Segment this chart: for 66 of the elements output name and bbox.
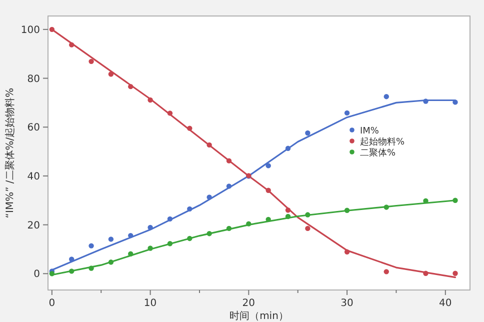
point (344, 249, 350, 255)
point (88, 266, 94, 271)
point (148, 97, 153, 103)
point (187, 236, 192, 242)
point (226, 184, 232, 189)
point (285, 214, 291, 220)
point (266, 188, 271, 193)
x-tick-label: 0 (48, 298, 56, 309)
point (187, 206, 192, 212)
point (206, 230, 212, 236)
point (88, 58, 94, 64)
y-tick-label: 100 (20, 24, 40, 36)
x-tick-label: 10 (144, 298, 157, 309)
legend-label: 二聚体% (360, 148, 396, 158)
point (452, 270, 458, 276)
x-tick-label: 20 (242, 298, 256, 309)
x-tick-label: 40 (439, 298, 452, 309)
point (384, 204, 389, 210)
point (128, 232, 134, 238)
point (69, 42, 74, 48)
point (226, 158, 232, 164)
point (167, 216, 173, 222)
point (69, 268, 74, 274)
y-tick-label: 0 (34, 269, 40, 280)
point (88, 243, 94, 248)
point (305, 226, 310, 232)
point (128, 251, 134, 256)
point (187, 126, 192, 131)
point (452, 100, 458, 105)
point (148, 246, 153, 251)
point (49, 271, 55, 276)
point (344, 208, 350, 213)
y-tick-label: 20 (27, 220, 40, 232)
point (266, 216, 271, 222)
point (69, 256, 74, 262)
point (49, 26, 55, 32)
point (167, 110, 173, 116)
point (266, 163, 271, 168)
y-axis-title: “IM%” /二聚体%/起始物料% (4, 88, 16, 218)
point (206, 194, 212, 200)
point (384, 94, 389, 100)
y-tick-label: 80 (27, 74, 40, 85)
point (167, 241, 173, 246)
legend-label: IM% (360, 126, 380, 136)
point (108, 236, 114, 242)
point (246, 221, 252, 226)
point (108, 72, 114, 77)
point (423, 270, 428, 276)
point (305, 212, 310, 218)
point (452, 198, 458, 203)
point (285, 146, 291, 151)
point (384, 269, 389, 274)
point (148, 224, 153, 230)
legend-label: 起始物料% (360, 136, 405, 148)
point (305, 130, 310, 136)
point (285, 208, 291, 213)
x-tick-label: 30 (340, 298, 354, 309)
y-tick-label: 40 (27, 171, 40, 182)
point (206, 142, 212, 148)
point (128, 84, 134, 90)
point (344, 110, 350, 116)
x-axis-title: 时间（min） (230, 310, 288, 322)
point (108, 260, 114, 265)
point (423, 98, 428, 104)
y-tick-label: 60 (27, 122, 40, 134)
point (226, 226, 232, 232)
